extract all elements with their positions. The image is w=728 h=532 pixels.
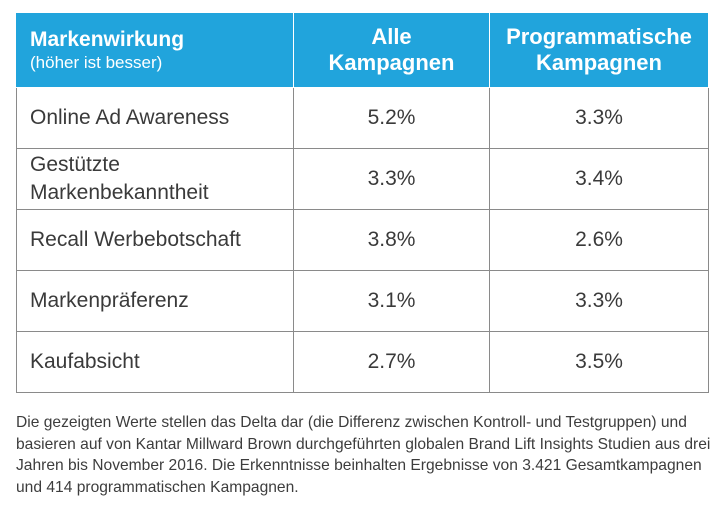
header-row: Markenwirkung (höher ist besser) Alle Ka… — [16, 12, 709, 88]
header-prog-line1: Programmatische — [506, 24, 692, 49]
row-value-all: 3.3% — [293, 148, 490, 210]
row-value-programmatic: 3.3% — [489, 87, 709, 149]
row-label: Kaufabsicht — [16, 331, 294, 393]
header-all-line1: Alle — [371, 24, 412, 49]
table-row: Markenpräferenz 3.1% 3.3% — [16, 270, 709, 332]
row-value-all: 3.8% — [293, 209, 490, 271]
row-label: Gestützte Markenbekanntheit — [16, 148, 294, 210]
row-label: Online Ad Awareness — [16, 87, 294, 149]
header-programmatic-campaigns-cell: Programmatische Kampagnen — [489, 12, 709, 88]
row-value-programmatic: 3.3% — [489, 270, 709, 332]
row-value-all: 3.1% — [293, 270, 490, 332]
table-body: Online Ad Awareness 5.2% 3.3% Gestützte … — [16, 87, 709, 393]
row-value-programmatic: 2.6% — [489, 209, 709, 271]
header-all-campaigns-cell: Alle Kampagnen — [293, 12, 490, 88]
brand-effect-table: Markenwirkung (höher ist besser) Alle Ka… — [16, 12, 709, 393]
row-value-programmatic: 3.5% — [489, 331, 709, 393]
row-value-programmatic: 3.4% — [489, 148, 709, 210]
row-label: Markenpräferenz — [16, 270, 294, 332]
header-prog-line2: Kampagnen — [536, 50, 662, 75]
table-row: Online Ad Awareness 5.2% 3.3% — [16, 87, 709, 149]
table-row: Gestützte Markenbekanntheit 3.3% 3.4% — [16, 148, 709, 210]
row-value-all: 2.7% — [293, 331, 490, 393]
table-header: Markenwirkung (höher ist besser) Alle Ka… — [16, 12, 709, 88]
row-label: Recall Werbebotschaft — [16, 209, 294, 271]
footnote-text: Die gezeigten Werte stellen das Delta da… — [16, 414, 711, 496]
header-all-line2: Kampagnen — [328, 50, 455, 75]
row-value-all: 5.2% — [293, 87, 490, 149]
table-row: Kaufabsicht 2.7% 3.5% — [16, 331, 709, 393]
brand-effect-table-container: Markenwirkung (höher ist besser) Alle Ka… — [16, 12, 709, 393]
header-metric-subtitle: (höher ist besser) — [30, 53, 163, 72]
table-row: Recall Werbebotschaft 3.8% 2.6% — [16, 209, 709, 271]
header-metric-cell: Markenwirkung (höher ist besser) — [16, 12, 294, 88]
header-metric-title: Markenwirkung — [30, 28, 185, 51]
